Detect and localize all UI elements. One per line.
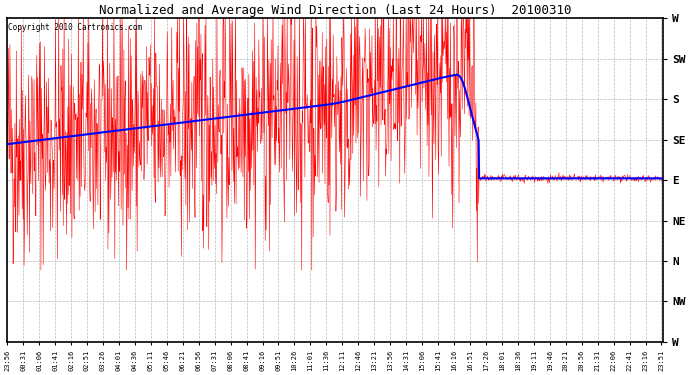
- Text: Copyright 2010 Cartronics.com: Copyright 2010 Cartronics.com: [8, 23, 143, 32]
- Title: Normalized and Average Wind Direction (Last 24 Hours)  20100310: Normalized and Average Wind Direction (L…: [99, 4, 571, 17]
